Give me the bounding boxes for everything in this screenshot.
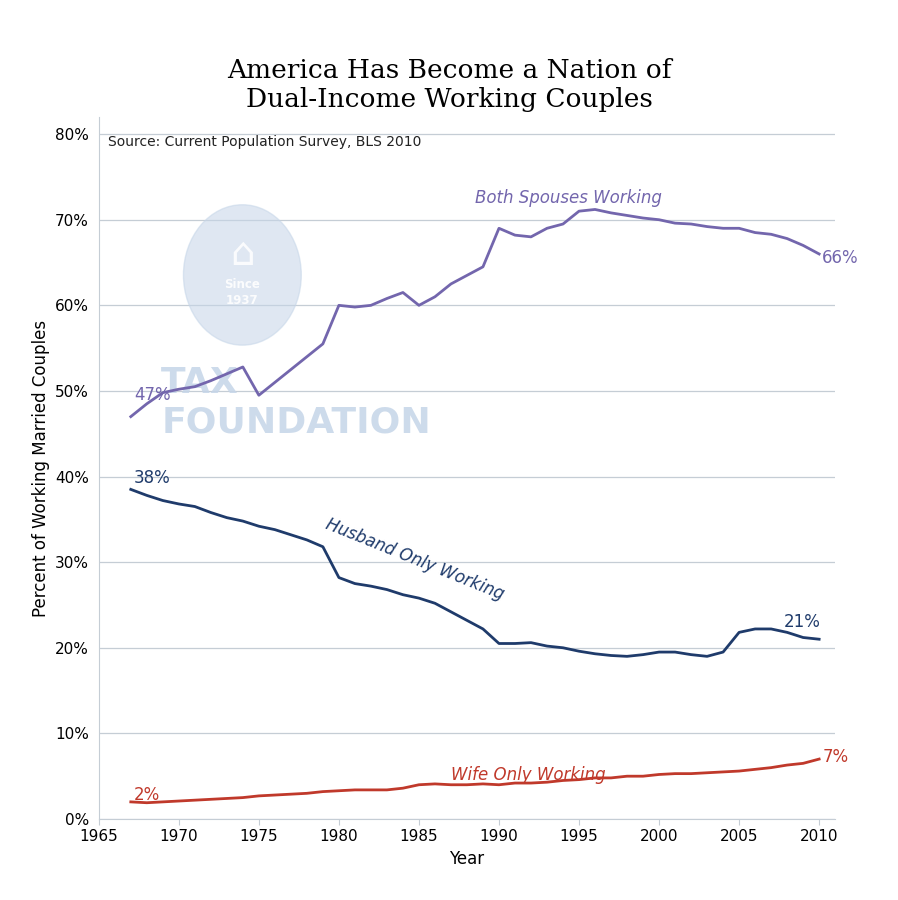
Text: ⌂: ⌂: [230, 235, 255, 273]
Text: America Has Become a Nation of
Dual-Income Working Couples: America Has Become a Nation of Dual-Inco…: [227, 58, 671, 112]
Text: Wife Only Working: Wife Only Working: [451, 767, 605, 785]
Text: Both Spouses Working: Both Spouses Working: [475, 189, 662, 207]
Ellipse shape: [183, 204, 302, 345]
X-axis label: Year: Year: [449, 850, 485, 868]
Text: 7%: 7%: [823, 749, 849, 767]
Text: 47%: 47%: [134, 386, 171, 404]
Text: 21%: 21%: [784, 613, 821, 631]
Text: 66%: 66%: [823, 248, 859, 266]
Text: TAX
FOUNDATION: TAX FOUNDATION: [162, 366, 431, 439]
Text: 2%: 2%: [134, 787, 160, 805]
Text: Source: Current Population Survey, BLS 2010: Source: Current Population Survey, BLS 2…: [108, 135, 421, 148]
Text: 38%: 38%: [134, 469, 171, 487]
Text: Husband Only Working: Husband Only Working: [323, 515, 506, 603]
Y-axis label: Percent of Working Married Couples: Percent of Working Married Couples: [31, 320, 49, 616]
Text: Since
1937: Since 1937: [224, 278, 260, 307]
